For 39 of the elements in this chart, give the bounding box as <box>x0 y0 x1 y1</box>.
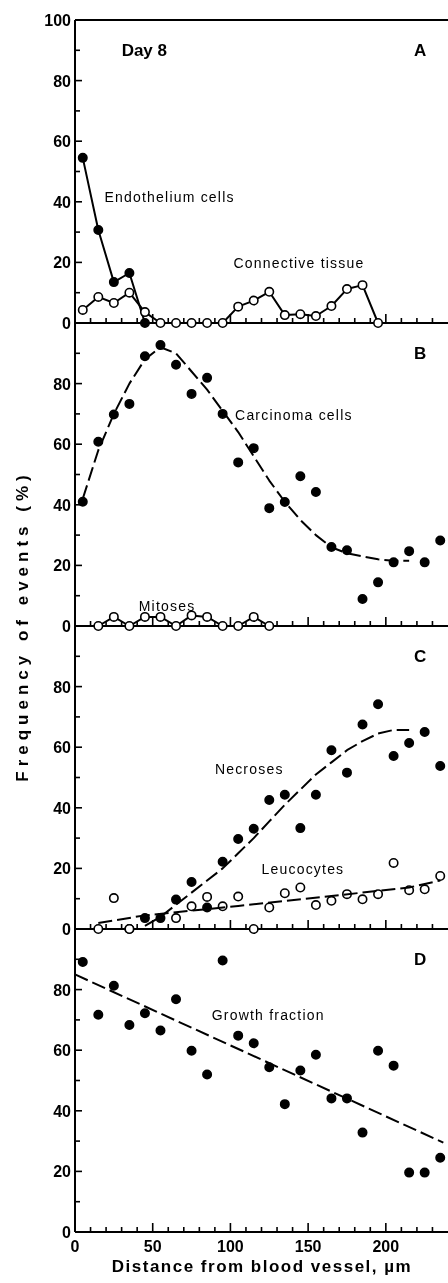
x-tick-label: 100 <box>217 1238 244 1255</box>
y-tick-label: 40 <box>53 1102 72 1120</box>
series-label: Mitoses <box>138 597 196 614</box>
annotation: C <box>413 647 427 667</box>
y-tick-label: 0 <box>62 618 72 635</box>
series-label: Growth fraction <box>211 1006 325 1023</box>
y-tick-label: 60 <box>53 1042 72 1060</box>
y-tick-label: 0 <box>62 1224 72 1241</box>
y-tick-label: 0 <box>62 315 72 332</box>
y-tick-label: 80 <box>53 375 72 393</box>
x-axis-title: Distance from blood vessel, µm <box>111 1257 413 1276</box>
y-tick-label: 60 <box>53 133 72 151</box>
x-tick-label: 150 <box>294 1238 322 1255</box>
y-tick-label: 80 <box>53 678 72 696</box>
annotation: A <box>413 41 427 61</box>
y-tick-label: 0 <box>62 921 72 938</box>
series-label: Connective tissue <box>233 255 365 272</box>
x-tick-label: 200 <box>372 1238 400 1255</box>
y-tick-label: 100 <box>44 12 72 29</box>
x-tick-label: 50 <box>143 1238 162 1255</box>
annotation: D <box>413 950 427 970</box>
series-label: Carcinoma cells <box>235 406 353 423</box>
y-tick-label: 40 <box>53 193 72 211</box>
series-label: Leucocytes <box>261 861 345 878</box>
series-label: Necroses <box>214 761 284 778</box>
annotation: B <box>413 344 427 364</box>
y-axis-title: Frequency of events (%) <box>13 470 32 782</box>
y-tick-label: 20 <box>53 557 72 575</box>
annotation: Day 8 <box>121 41 167 61</box>
y-tick-label: 60 <box>53 436 72 454</box>
y-tick-label: 80 <box>53 981 72 999</box>
y-tick-label: 20 <box>53 1163 72 1181</box>
y-tick-label: 20 <box>53 254 72 272</box>
y-tick-label: 60 <box>53 739 72 757</box>
y-tick-label: 40 <box>53 496 72 514</box>
y-tick-label: 80 <box>53 72 72 90</box>
y-tick-label: 20 <box>53 860 72 878</box>
series-label: Endothelium cells <box>104 188 235 205</box>
y-tick-label: 40 <box>53 799 72 817</box>
